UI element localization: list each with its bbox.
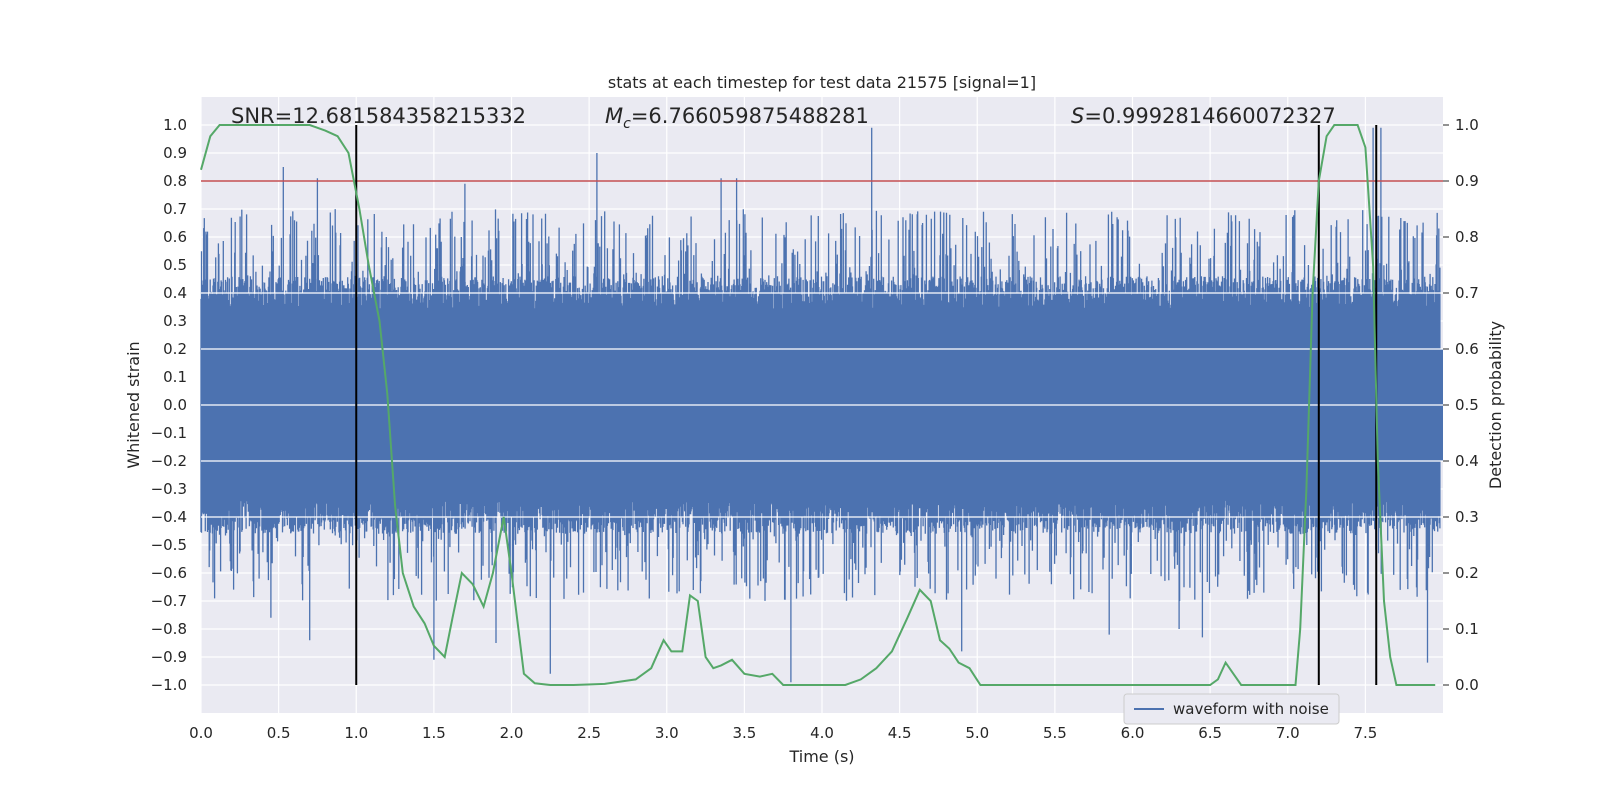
score-symbol: S [1071, 104, 1084, 128]
y-left-tick-label: −0.9 [151, 648, 187, 666]
x-tick-label: 0.5 [267, 724, 291, 742]
y-right-tick-label: 0.5 [1455, 396, 1479, 414]
y-right-tick-label: 0.8 [1455, 228, 1479, 246]
y-right-tick-label: 0.7 [1455, 284, 1479, 302]
score-value: =0.9992814660072327 [1084, 104, 1335, 128]
y-left-tick-label: −0.1 [151, 424, 187, 442]
score-annotation: S=0.9992814660072327 [1071, 104, 1336, 128]
y-left-tick-label: −0.7 [151, 592, 187, 610]
y-right-tick-label: 0.9 [1455, 172, 1479, 190]
chart-title: stats at each timestep for test data 215… [608, 73, 1036, 92]
y-left-tick-label: 0.3 [163, 312, 187, 330]
y-axis-label-left: Whitened strain [124, 341, 143, 468]
x-tick-label: 5.5 [1043, 724, 1067, 742]
y-right-tick-label: 1.0 [1455, 116, 1479, 134]
overlays [200, 124, 1443, 686]
y-left-tick-label: −0.6 [151, 564, 187, 582]
y-left-tick-label: −0.3 [151, 480, 187, 498]
x-tick-label: 1.0 [344, 724, 368, 742]
x-tick-label: 2.5 [577, 724, 601, 742]
x-tick-label: 3.5 [732, 724, 756, 742]
y-right-tick-label: 0.6 [1455, 340, 1479, 358]
x-tick-label: 7.0 [1276, 724, 1300, 742]
y-left-tick-label: 0.8 [163, 172, 187, 190]
y-left-tick-label: −0.5 [151, 536, 187, 554]
x-tick-label: 4.5 [888, 724, 912, 742]
x-tick-label: 3.0 [655, 724, 679, 742]
y-right-tick-label: 0.0 [1455, 676, 1479, 694]
y-right-tick-label: 0.2 [1455, 564, 1479, 582]
x-tick-label: 1.5 [422, 724, 446, 742]
chirp-mass-value: =6.766059875488281 [631, 104, 869, 128]
x-tick-label: 4.0 [810, 724, 834, 742]
x-tick-label: 5.0 [965, 724, 989, 742]
y-left-tick-label: 0.7 [163, 200, 187, 218]
x-tick-label: 2.0 [500, 724, 524, 742]
waveform-series [200, 127, 1443, 683]
y-left-tick-label: 0.1 [163, 368, 187, 386]
y-axis-label-right: Detection probability [1486, 321, 1505, 489]
chirp-mass-subscript: c [623, 116, 631, 132]
y-left-tick-label: −0.2 [151, 452, 187, 470]
legend: waveform with noise [1123, 693, 1340, 725]
x-tick-label: 6.0 [1121, 724, 1145, 742]
legend-box [1123, 693, 1340, 725]
y-right-tick-label: 0.4 [1455, 452, 1479, 470]
y-right-tick-label: 0.3 [1455, 508, 1479, 526]
y-left-tick-label: 0.4 [163, 284, 187, 302]
y-left-tick-label: 0.0 [163, 396, 187, 414]
y-left-tick-label: 0.2 [163, 340, 187, 358]
y-left-tick-label: 0.5 [163, 256, 187, 274]
x-tick-label: 6.5 [1198, 724, 1222, 742]
x-tick-label: 7.5 [1353, 724, 1377, 742]
y-left-tick-label: −1.0 [151, 676, 187, 694]
chirp-mass-symbol: M [605, 104, 623, 128]
legend-label: waveform with noise [1173, 700, 1329, 718]
y-left-tick-label: −0.4 [151, 508, 187, 526]
y-left-tick-label: 0.6 [163, 228, 187, 246]
ticks: 0.0 0.5 1.0 1.5 2.0 2.5 3.0 3.5 4.0 4.5 5.0 5.5 6.0 6… [151, 116, 1479, 742]
y-left-tick-label: −0.8 [151, 620, 187, 638]
y-right-tick-label: 0.1 [1455, 620, 1479, 638]
probability-line [200, 124, 1436, 686]
y-left-tick-label: 0.9 [163, 144, 187, 162]
chirp-mass-annotation: Mc=6.766059875488281 [605, 104, 869, 132]
snr-annotation: SNR=12.681584358215332 [231, 104, 526, 128]
x-tick-label: 0.0 [189, 724, 213, 742]
x-axis-label: Time (s) [788, 747, 854, 766]
y-left-tick-label: 1.0 [163, 116, 187, 134]
